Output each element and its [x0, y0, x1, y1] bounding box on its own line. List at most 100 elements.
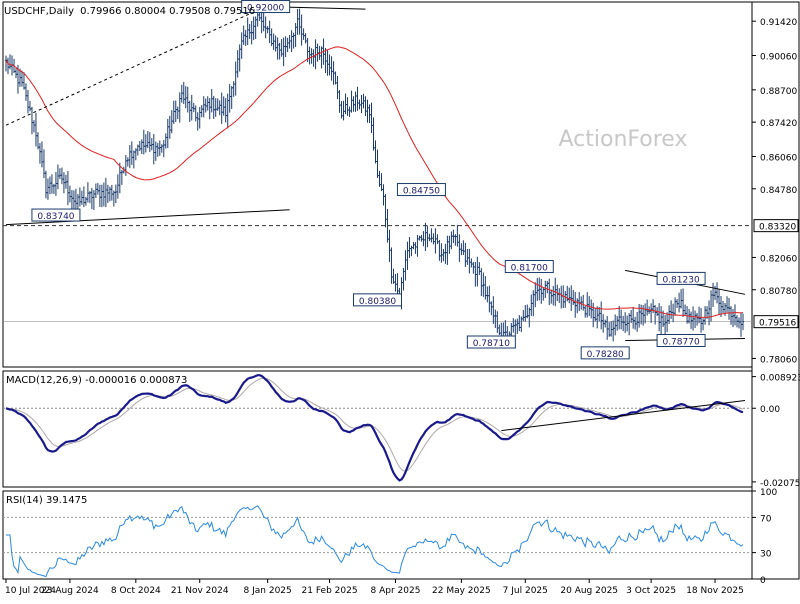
price-bar [42, 149, 46, 179]
price-bar [436, 234, 439, 245]
price-bar [106, 184, 110, 203]
price-symbol: USDCHF,Daily [4, 6, 74, 17]
price-bar [486, 286, 489, 303]
price-bar [312, 49, 315, 67]
price-bar [450, 231, 453, 250]
price-bar [490, 301, 493, 316]
price-bar [162, 139, 165, 158]
annotation-label: 0.83740 [37, 212, 74, 222]
price-bar [695, 312, 699, 326]
price-level-label: 0.79516 [759, 319, 796, 329]
price-bar [476, 256, 479, 287]
watermark: ActionForex [559, 127, 688, 152]
price-bar [196, 112, 199, 131]
price-bar [584, 305, 587, 318]
price-bar [494, 309, 497, 329]
price-bar [8, 54, 12, 70]
price-bar [693, 310, 697, 329]
price-bar [138, 140, 142, 152]
price-bar [374, 140, 377, 164]
price-bar [336, 76, 339, 100]
price-bar [528, 307, 531, 328]
macd-trendline [501, 399, 746, 432]
price-bar [536, 277, 539, 301]
price-bar [354, 91, 357, 112]
price-bar [38, 143, 42, 164]
price-bar [140, 139, 144, 155]
price-bar [218, 100, 221, 116]
x-tick-label: 3 Oct 2025 [626, 586, 676, 596]
price-bar [659, 306, 663, 335]
price-bar [679, 289, 683, 309]
price-bar [40, 141, 44, 168]
price-annotation: 0.78710 [466, 335, 516, 349]
price-bar [266, 26, 269, 34]
price-bar [731, 308, 735, 328]
price-bar [376, 149, 379, 178]
price-bar [560, 285, 563, 309]
price-annotation: 0.81700 [504, 260, 554, 274]
price-bar [510, 322, 513, 338]
price-bar [546, 280, 549, 294]
price-bar [338, 90, 341, 113]
price-annotation: 0.83740 [31, 208, 81, 222]
price-bar [192, 102, 195, 113]
macd-signal-line [5, 377, 744, 472]
rsi-header: RSI(14) 39.1475 [6, 495, 87, 506]
price-bar [32, 120, 36, 133]
annotation-label: 0.78280 [587, 350, 624, 360]
price-bar [96, 183, 100, 195]
price-bar [294, 23, 297, 48]
price-bar [356, 86, 359, 111]
x-tick-label: 23 Aug 2024 [41, 586, 99, 596]
price-bar [184, 86, 187, 109]
price-bar [304, 33, 307, 44]
price-bar [58, 168, 62, 180]
price-bar [440, 243, 443, 263]
price-bar [725, 296, 729, 313]
price-level-box [753, 219, 799, 233]
price-bar [68, 185, 72, 203]
price-bar [424, 222, 427, 252]
price-y-tick-label: 0.86060 [760, 153, 797, 163]
price-bar [28, 100, 32, 112]
rsi-y-tick-label: 30 [760, 550, 772, 560]
price-bar [170, 110, 173, 134]
annotation-box [656, 333, 706, 347]
price-bar [412, 241, 415, 250]
macd-header: MACD(12,26,9) -0.000016 0.000873 [6, 375, 187, 386]
price-bar [94, 183, 98, 198]
price-bar [246, 17, 249, 46]
price-bar [278, 42, 281, 60]
price-bar [114, 184, 118, 203]
price-bar [697, 306, 701, 324]
price-bar [442, 248, 445, 262]
price-bar [472, 262, 475, 274]
price-bar [649, 303, 653, 323]
price-bar [623, 312, 627, 333]
price-bar [30, 106, 34, 135]
panel-frames [2, 1, 800, 580]
price-bar [116, 174, 120, 199]
price-bar [230, 86, 233, 109]
price-bar [456, 224, 459, 247]
price-bar [212, 95, 215, 119]
price-bar [216, 98, 219, 111]
rsi-panel: 100 70 30 0 [3, 488, 777, 586]
x-tick-label: 21 Nov 2024 [171, 586, 229, 596]
price-bar [44, 170, 48, 199]
price-bar [202, 96, 205, 118]
price-bar [194, 105, 197, 122]
price-bar [418, 235, 421, 241]
x-tick-label: 10 Jul 2024 [5, 586, 56, 596]
price-bar [4, 55, 8, 72]
trendline [5, 6, 266, 126]
price-bar [172, 100, 175, 124]
price-bar [144, 134, 148, 153]
price-bar [66, 170, 70, 206]
price-bar [366, 99, 369, 123]
x-tick-label: 22 May 2025 [432, 586, 491, 596]
macd-frame [2, 370, 753, 488]
price-bar [428, 233, 431, 242]
